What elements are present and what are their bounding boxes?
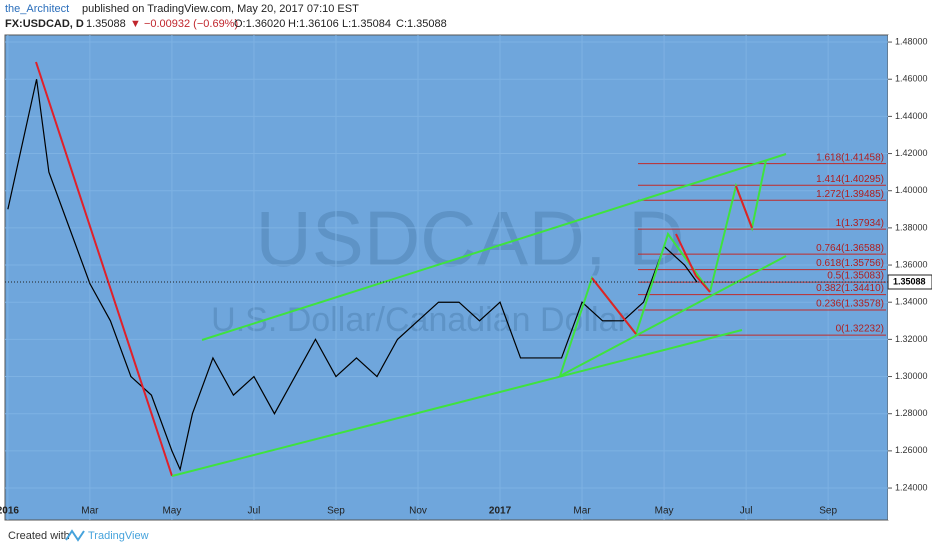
projection <box>591 277 637 335</box>
x-tick-label: Jul <box>740 506 753 517</box>
x-tick-label: Sep <box>327 506 345 517</box>
last: 1.35088 <box>86 18 126 30</box>
x-tick-label: May <box>162 506 181 517</box>
x-tick-label: Mar <box>573 506 591 517</box>
x-tick-label: Jul <box>248 506 261 517</box>
plot-area <box>4 34 889 521</box>
footer-brand: TradingView <box>88 530 149 542</box>
fib-label: 1(1.37934) <box>836 218 884 229</box>
trend-line <box>35 61 173 477</box>
fib-label: 0.618(1.35756) <box>816 258 884 269</box>
y-tick-label: 1.44000 <box>895 111 928 121</box>
y-tick-label: 1.36000 <box>895 259 928 269</box>
y-tick-label: 1.42000 <box>895 148 928 158</box>
trend-line <box>559 255 787 377</box>
last-price-label: 1.35088 <box>893 276 926 286</box>
trend-line <box>171 329 743 477</box>
y-tick-label: 1.24000 <box>895 482 928 492</box>
y-tick-label: 1.48000 <box>895 36 928 46</box>
fib-label: 0(1.32232) <box>836 324 884 335</box>
author: the_Architect <box>5 3 69 15</box>
y-tick-label: 1.28000 <box>895 408 928 418</box>
y-tick-label: 1.40000 <box>895 185 928 195</box>
low: L:1.35084 <box>342 18 391 30</box>
symbol: FX:USDCAD, D <box>5 18 84 30</box>
last-price-box <box>887 274 932 290</box>
fib-label: 1.272(1.39485) <box>816 189 884 200</box>
x-tick-label: Sep <box>819 506 837 517</box>
y-tick-label: 1.32000 <box>895 334 928 344</box>
watermark-sub: U.S. Dollar/Canadian Dollar <box>211 301 629 339</box>
projection <box>735 185 753 229</box>
open: O:1.36020 <box>234 18 285 30</box>
price-line <box>7 79 698 472</box>
close: C:1.35088 <box>396 18 447 30</box>
x-tick-label: Mar <box>81 506 99 517</box>
fib-label: 0.382(1.34410) <box>816 283 884 294</box>
fib-label: 1.414(1.40295) <box>816 174 884 185</box>
high: H:1.36106 <box>288 18 339 30</box>
fib-label: 1.618(1.41458) <box>816 152 884 163</box>
x-tick-label: Nov <box>409 506 427 517</box>
footer-created: Created with <box>8 530 70 542</box>
y-tick-label: 1.34000 <box>895 297 928 307</box>
logo <box>65 529 85 542</box>
x-tick-label: 2016 <box>0 506 19 517</box>
x-tick-label: May <box>655 506 674 517</box>
change: ▼ −0.00932 (−0.69%) <box>130 18 238 30</box>
fib-label: 0.764(1.36588) <box>816 243 884 254</box>
y-tick-label: 1.26000 <box>895 445 928 455</box>
trend-lines <box>35 61 787 477</box>
published: published on TradingView.com, May 20, 20… <box>82 3 359 15</box>
y-tick-label: 1.30000 <box>895 371 928 381</box>
y-tick-label: 1.46000 <box>895 74 928 84</box>
fib-label: 0.5(1.35083) <box>827 271 884 282</box>
x-tick-label: 2017 <box>489 506 512 517</box>
fib-label: 0.236(1.33578) <box>816 299 884 310</box>
projection <box>675 233 711 293</box>
trend-line <box>201 153 787 341</box>
y-tick-label: 1.38000 <box>895 222 928 232</box>
